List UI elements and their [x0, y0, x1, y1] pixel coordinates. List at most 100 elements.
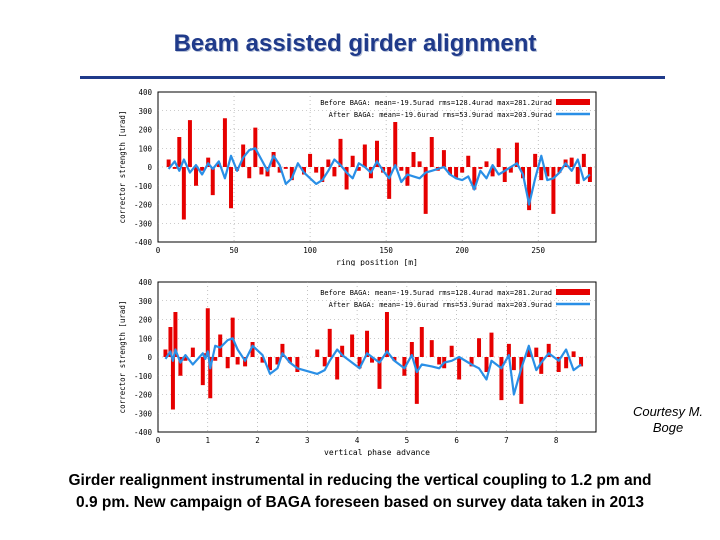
x-tick-label: 4: [355, 436, 360, 445]
before-bar: [489, 332, 494, 357]
before-bar: [472, 167, 477, 190]
before-bar: [514, 142, 519, 167]
before-bar: [502, 167, 507, 182]
legend-label: Before BAGA: mean=-19.5urad rms=128.4ura…: [320, 289, 552, 297]
before-bar: [587, 167, 592, 182]
y-tick-label: -300: [134, 219, 153, 228]
slide-title: Beam assisted girder alignment: [173, 30, 537, 57]
before-bar: [338, 138, 343, 167]
before-bar: [484, 161, 489, 167]
y-tick-label: 100: [138, 334, 152, 343]
y-tick-label: -100: [134, 182, 153, 191]
before-bar: [429, 340, 434, 357]
title-divider: [80, 76, 665, 79]
before-bar: [546, 343, 551, 357]
before-bar: [350, 155, 355, 167]
before-bar: [235, 357, 240, 365]
before-bar: [170, 357, 175, 410]
before-bar: [466, 155, 471, 167]
caption-line-1: Girder realignment instrumental in reduc…: [68, 472, 652, 489]
credit-line-1: Courtesy M.: [632, 404, 704, 419]
x-tick-label: 200: [455, 246, 469, 255]
before-bar: [405, 167, 410, 186]
x-tick-label: 5: [405, 436, 410, 445]
x-tick-label: 150: [379, 246, 393, 255]
before-bar: [327, 328, 332, 357]
before-bar: [499, 357, 504, 401]
before-bar: [340, 345, 345, 357]
before-bar: [477, 338, 482, 357]
y-tick-label: 400: [138, 278, 152, 287]
before-bar: [218, 334, 223, 357]
before-bar: [454, 167, 459, 179]
before-bar: [267, 357, 272, 371]
before-bar: [511, 357, 516, 371]
legend-label: After BAGA: mean=-19.6urad rms=53.9urad …: [329, 301, 552, 309]
before-bar: [519, 357, 524, 404]
credit-note: Courtesy M. Boge: [622, 404, 714, 436]
credit-line-2: Boge: [652, 420, 684, 435]
before-bar: [326, 159, 331, 167]
before-bar: [375, 140, 379, 167]
x-tick-label: 100: [303, 246, 317, 255]
y-tick-label: 300: [138, 107, 152, 116]
x-tick-label: 50: [230, 246, 240, 255]
before-bar: [271, 152, 276, 167]
x-tick-label: 250: [531, 246, 545, 255]
x-tick-label: 0: [156, 436, 161, 445]
before-bar: [183, 357, 188, 361]
y-tick-label: 400: [138, 88, 152, 97]
before-bar: [308, 153, 313, 167]
before-bar: [460, 167, 465, 173]
before-bar: [370, 357, 375, 363]
x-tick-label: 7: [504, 436, 509, 445]
before-bar: [315, 349, 320, 357]
before-bar: [534, 347, 539, 357]
before-bar: [423, 167, 428, 214]
y-tick-label: 200: [138, 316, 152, 325]
before-bar: [557, 167, 562, 173]
before-bar: [178, 357, 183, 376]
before-bar: [280, 343, 285, 357]
before-bar: [575, 167, 580, 184]
before-bar: [314, 167, 319, 173]
before-bar: [569, 157, 574, 167]
before-bar: [181, 167, 186, 220]
y-tick-label: 100: [138, 144, 152, 153]
before-bar: [409, 342, 414, 357]
before-bar: [216, 163, 221, 167]
before-bar: [260, 357, 265, 363]
before-bar: [200, 357, 205, 386]
before-bar: [205, 308, 210, 357]
before-bar: [168, 327, 173, 357]
before-bar: [539, 167, 544, 181]
y-tick-label: 0: [147, 163, 152, 172]
before-bar: [496, 148, 501, 167]
y-axis-label: corrector strength [urad]: [118, 301, 127, 414]
before-bar: [419, 327, 424, 357]
before-bar: [414, 357, 419, 404]
x-tick-label: 8: [554, 436, 559, 445]
y-tick-label: -200: [134, 201, 153, 210]
before-bar: [579, 357, 584, 367]
after-line: [167, 147, 591, 206]
before-bar: [247, 167, 252, 179]
before-bar: [177, 137, 182, 167]
before-bar: [539, 357, 544, 374]
before-bar: [545, 167, 550, 177]
before-bar: [200, 167, 205, 171]
chart-canvas-bottom: -400 -300 -200 -100 0 100 200 300 400 0 1 2 3 4 5 6 7 8 ve…: [118, 278, 597, 457]
before-bar: [222, 118, 227, 167]
before-bar: [320, 167, 325, 182]
before-bar: [357, 357, 362, 369]
before-bar: [437, 357, 442, 365]
before-bar: [448, 167, 452, 175]
before-bar: [393, 122, 398, 167]
y-tick-label: 200: [138, 126, 152, 135]
y-tick-label: -400: [134, 428, 153, 437]
before-bar: [457, 357, 462, 380]
y-tick-label: 300: [138, 297, 152, 306]
before-bar: [332, 167, 337, 177]
before-bar: [506, 343, 511, 357]
before-bar: [362, 144, 367, 167]
